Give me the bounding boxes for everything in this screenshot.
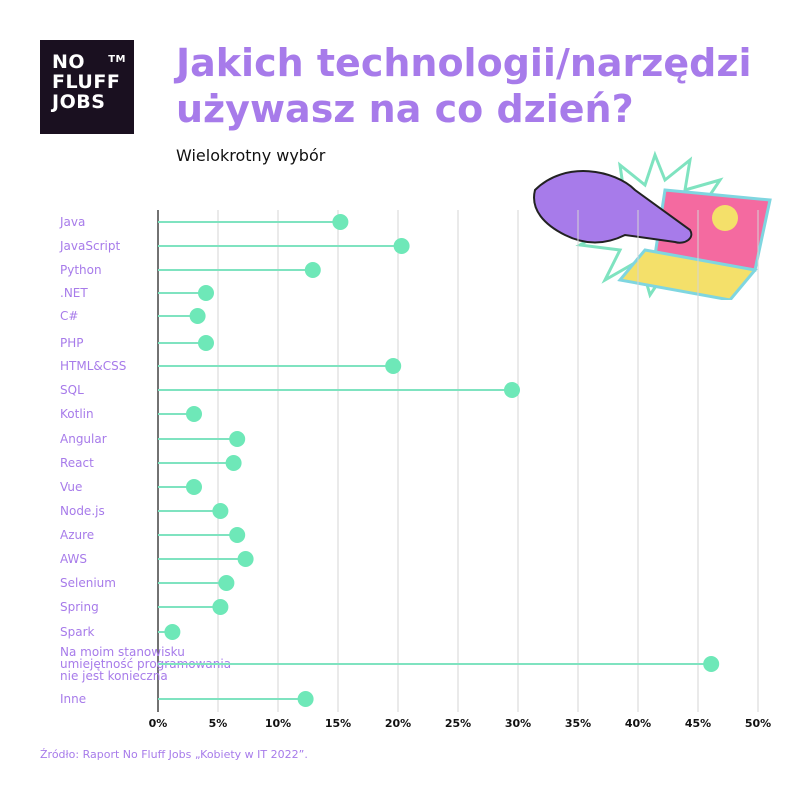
x-tick-label: 50%	[745, 717, 771, 730]
lollipop-dot	[198, 285, 214, 301]
lollipop-dot	[212, 503, 229, 519]
trademark: TM	[108, 54, 126, 65]
x-tick-label: 40%	[625, 717, 651, 730]
x-tick-label: 5%	[209, 717, 228, 730]
lollipop-dot	[332, 214, 349, 230]
lollipop-dot	[212, 599, 229, 615]
category-label: HTML&CSS	[60, 359, 126, 373]
category-label: PHP	[60, 336, 84, 350]
category-label: SQL	[60, 383, 84, 397]
lollipop-dot	[186, 479, 202, 495]
category-label: .NET	[60, 286, 88, 300]
lollipop-dot	[218, 575, 235, 591]
lollipop-dot	[225, 455, 242, 471]
category-label: Azure	[60, 528, 94, 542]
lollipop-dot	[229, 527, 246, 543]
laptop-base	[617, 248, 758, 300]
category-label: Spark	[60, 625, 95, 639]
lollipop-dot	[703, 656, 720, 672]
hand-laptop-illustration	[533, 150, 772, 300]
no-fluff-jobs-logo: NO FLUFF JOBS TM	[40, 40, 134, 134]
category-label: Selenium	[60, 576, 116, 590]
lollipop-dot	[164, 624, 181, 640]
x-tick-label: 20%	[385, 717, 411, 730]
category-label: Spring	[60, 600, 99, 614]
lollipop-dot	[385, 358, 402, 374]
x-tick-label: 30%	[505, 717, 531, 730]
logo-line: FLUFF	[52, 71, 121, 93]
x-tick-label: 25%	[445, 717, 471, 730]
lollipop-dot	[186, 406, 202, 422]
category-label: C#	[60, 309, 78, 323]
category-label: Kotlin	[60, 407, 94, 421]
category-label: Angular	[60, 432, 107, 446]
category-label: AWS	[60, 552, 87, 566]
subtitle: Wielokrotny wybór	[176, 146, 326, 165]
lollipop-dot	[189, 308, 206, 324]
category-label: Na moim stanowisku umiejętność programowa…	[60, 645, 231, 683]
page-title: Jakich technologii/narzędzi używasz na c…	[176, 41, 752, 131]
category-label: Vue	[60, 480, 82, 494]
lollipop-dot	[237, 551, 254, 567]
category-label: Node.js	[60, 504, 105, 518]
x-tick-label: 0%	[149, 717, 168, 730]
x-tick-label: 35%	[565, 717, 591, 730]
logo-line: NO	[52, 51, 86, 73]
category-label: Java	[59, 215, 85, 229]
smiley-icon	[712, 205, 738, 231]
category-label: Python	[60, 263, 102, 277]
hand-shape	[533, 170, 693, 244]
lollipop-dot	[229, 431, 246, 447]
source-note: Źródło: Raport No Fluff Jobs „Kobiety w …	[40, 748, 308, 761]
lollipop-dot	[304, 262, 321, 278]
logo-line: JOBS	[52, 91, 106, 113]
category-label: JavaScript	[59, 239, 120, 253]
category-label: Inne	[60, 692, 86, 706]
lollipop-dot	[393, 238, 410, 254]
x-tick-label: 45%	[685, 717, 711, 730]
x-tick-label: 10%	[265, 717, 291, 730]
lollipop-dot	[504, 382, 520, 398]
lollipop-dot	[297, 691, 314, 707]
category-label: React	[60, 456, 94, 470]
x-tick-label: 15%	[325, 717, 351, 730]
lollipop-dot	[198, 335, 214, 351]
